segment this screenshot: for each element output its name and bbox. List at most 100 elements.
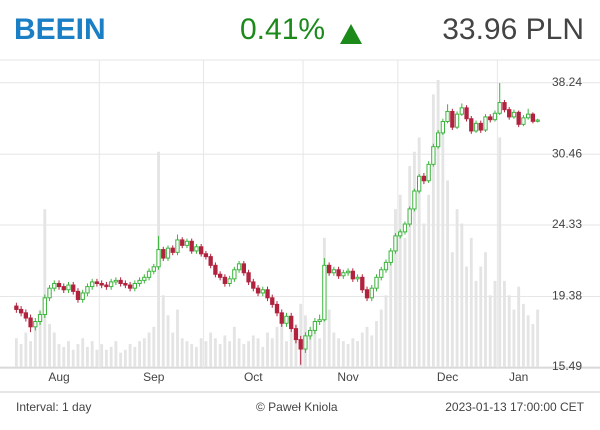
volume-bar: [161, 295, 165, 367]
candle-body: [165, 247, 171, 259]
candle-body: [435, 132, 441, 148]
volume-bar: [507, 295, 511, 367]
volume-bar: [356, 341, 359, 367]
volume-bar: [114, 341, 118, 367]
candle-body: [142, 276, 147, 281]
volume-bar: [360, 332, 364, 367]
candle-body: [402, 223, 408, 233]
volume-bar: [232, 326, 236, 367]
candle-body: [99, 282, 104, 286]
volume-bar: [43, 209, 47, 367]
volume-bar: [204, 341, 208, 367]
candle-body: [217, 273, 223, 278]
volume-bar: [213, 338, 217, 367]
volume-bar: [190, 344, 194, 367]
candle-body: [412, 190, 417, 210]
volume-bar: [176, 309, 179, 367]
candle-body: [440, 121, 446, 134]
volume-bar: [266, 332, 269, 367]
y-tick-label: 24.33: [552, 217, 582, 231]
x-tick-label: Dec: [437, 370, 458, 384]
candle-body: [75, 290, 81, 300]
volume-bar: [455, 209, 459, 367]
candle-body: [47, 287, 52, 299]
candle-body: [94, 281, 100, 284]
candle-body: [170, 247, 175, 253]
candle-body: [28, 317, 33, 328]
candle-body: [473, 122, 479, 132]
volume-bar: [460, 223, 464, 367]
volume-bar: [403, 237, 407, 367]
candle-body: [293, 328, 299, 341]
candle-body: [450, 110, 455, 128]
volume-bar: [299, 303, 303, 367]
volume-bar: [446, 180, 450, 367]
volume-bar: [441, 123, 445, 367]
volume-bar: [431, 94, 435, 367]
volume-bar: [384, 295, 388, 367]
candle-body: [308, 329, 313, 337]
volume-bar: [152, 326, 156, 367]
volume-bar: [337, 338, 341, 367]
candle-body: [298, 339, 303, 350]
candle-body: [350, 270, 355, 280]
volume-bar: [503, 280, 506, 367]
volume-bar: [251, 335, 255, 367]
candle-body: [426, 163, 431, 182]
volume-bar: [166, 315, 170, 367]
x-tick-label: Aug: [48, 370, 69, 384]
candle-body: [161, 249, 166, 259]
candle-body: [469, 118, 474, 132]
volume-bar: [536, 309, 540, 367]
volume-bar: [488, 295, 492, 367]
volume-bar: [147, 332, 151, 367]
y-tick-label: 38.24: [552, 75, 582, 89]
candle-body: [355, 276, 360, 280]
candle-body: [483, 116, 488, 131]
candle-body: [194, 246, 199, 252]
volume-bar: [209, 332, 213, 367]
ticker: BEEIN: [14, 13, 106, 46]
candle-body: [369, 287, 374, 299]
candle-body: [270, 297, 275, 305]
volume-bar: [308, 332, 312, 367]
candle-body: [241, 263, 246, 274]
candle-body: [360, 276, 365, 291]
candle-body: [374, 276, 379, 289]
volume-bar: [95, 349, 99, 367]
volume-bar: [76, 344, 80, 367]
volume-bar: [19, 344, 23, 367]
candle-body: [478, 122, 483, 131]
volume-bar: [422, 223, 426, 367]
candle-body: [398, 231, 403, 237]
volume-bar: [67, 341, 70, 367]
candle-body: [23, 312, 29, 319]
candle-body: [255, 287, 261, 294]
candle-body: [108, 281, 114, 288]
candle-body: [246, 272, 251, 283]
candle-body: [364, 289, 370, 299]
candle-body: [184, 240, 190, 246]
candle-body: [521, 117, 526, 125]
volume-bar: [218, 344, 222, 367]
candle-body: [317, 319, 322, 323]
candle-body: [530, 113, 536, 122]
candle-body: [516, 111, 521, 125]
candle-body: [492, 112, 498, 121]
volume-bar: [394, 209, 397, 367]
volume-bar: [427, 194, 431, 367]
candle-body: [326, 264, 332, 274]
candle-body: [251, 281, 256, 289]
y-tick-label: 30.46: [552, 146, 582, 160]
volume-bar: [133, 346, 137, 367]
volume-bar: [104, 349, 108, 367]
candle-body: [459, 107, 464, 115]
candle-body: [71, 284, 76, 292]
candle-body: [322, 264, 327, 321]
candle-body: [18, 308, 24, 314]
volume-bar: [285, 341, 288, 367]
candle-body: [445, 110, 450, 123]
candle-body: [345, 270, 351, 274]
volume-bar: [81, 338, 85, 367]
